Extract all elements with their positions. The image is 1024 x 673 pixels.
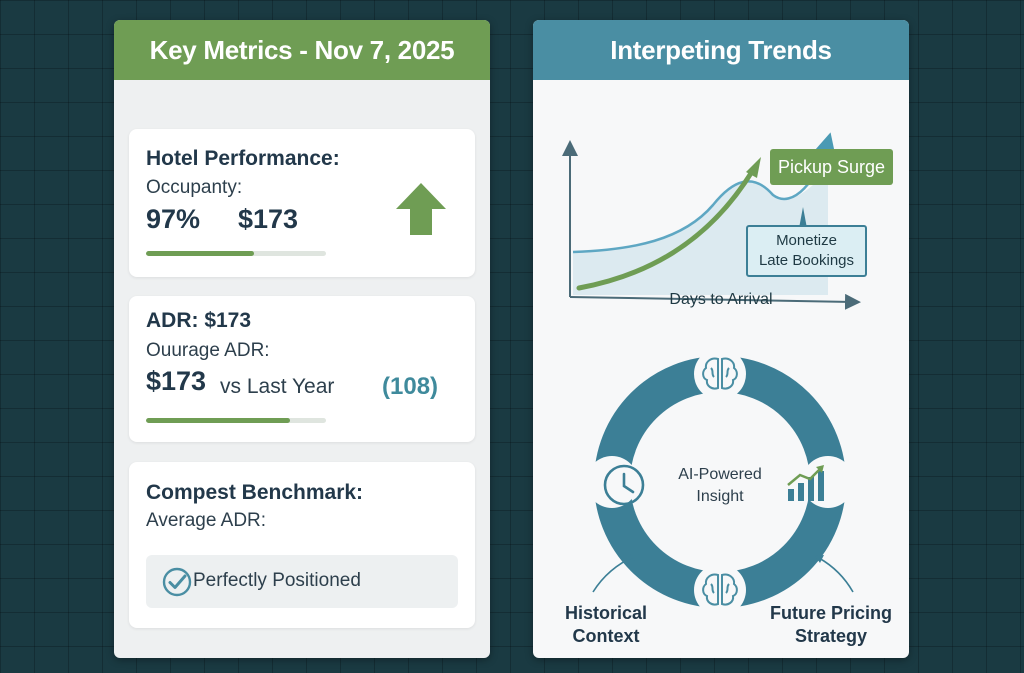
future-strategy-line1: Future Pricing	[769, 603, 892, 623]
future-strategy-line2: Strategy	[794, 626, 868, 646]
hotel-performance-card: Hotel Performance: Occupanty: 97% $173	[129, 129, 475, 277]
historical-context-label: Historical Context	[546, 602, 666, 648]
adr-title: ADR: $173	[146, 309, 252, 332]
benchmark-title: Compest Benchmark:	[146, 481, 364, 504]
benchmark-adr-label: Average ADR:	[146, 510, 267, 531]
occupancy-value: 97%	[146, 204, 201, 234]
interpreting-trends-panel: Interpeting Trends Pickup Surge Monetize…	[533, 20, 909, 658]
pickup-surge-callout: Pickup Surge	[770, 149, 893, 185]
revenue-value: $173	[238, 204, 299, 234]
insight-center-line1: AI-Powered	[678, 466, 762, 483]
adr-card: ADR: $173 Ouurage ADR: $173 vs Last Year…	[129, 296, 475, 442]
historical-context-line2: Context	[572, 626, 640, 646]
insight-center-label: AI-Powered Insight	[650, 464, 790, 508]
occupancy-progress-fill	[146, 251, 254, 256]
historical-context-arrow	[592, 555, 636, 593]
status-box: Perfectly Positioned	[146, 555, 458, 608]
future-strategy-arrow	[818, 557, 854, 593]
adr-progress-bar	[146, 418, 326, 423]
monetize-label-line1: Monetize	[776, 232, 837, 249]
interpreting-trends-header: Interpeting Trends	[533, 20, 909, 80]
clock-icon	[603, 464, 645, 506]
key-metrics-header: Key Metrics - Nov 7, 2025	[114, 20, 490, 80]
benchmark-card: Compest Benchmark: Average ADR: Perfectl…	[129, 462, 475, 628]
hotel-performance-title: Hotel Performance:	[146, 147, 340, 170]
insight-center-line2: Insight	[696, 488, 744, 505]
x-axis	[569, 293, 861, 310]
pickup-surge-line	[576, 167, 756, 291]
key-metrics-panel: Key Metrics - Nov 7, 2025 Hotel Performa…	[114, 20, 490, 658]
occupancy-label: Occupanty:	[146, 177, 243, 198]
monetize-label-line2: Late Bookings	[758, 252, 855, 269]
adr-delta: (108)	[382, 373, 439, 400]
bar-chart-icon	[787, 465, 824, 501]
occupancy-progress-bar	[146, 251, 326, 256]
brain-icon	[702, 573, 738, 606]
pickup-surge-label: Pickup Surge	[777, 156, 886, 177]
average-adr-label: Ouurage ADR:	[146, 340, 270, 361]
check-circle-icon	[162, 567, 192, 597]
historical-context-line1: Historical	[564, 603, 648, 623]
adr-value: $173	[146, 366, 207, 396]
adr-comparison: vs Last Year	[220, 375, 335, 398]
future-strategy-label: Future Pricing Strategy	[761, 602, 901, 648]
brain-icon	[702, 357, 738, 390]
status-text: Perfectly Positioned	[193, 570, 361, 591]
pickup-surge-arrowhead	[746, 157, 761, 178]
adr-progress-fill	[146, 418, 290, 423]
monetize-callout: Monetize Late Bookings	[746, 225, 867, 277]
trend-chart	[562, 132, 861, 310]
x-axis-label: Days to Arrival	[669, 291, 773, 308]
insight-cycle	[586, 348, 854, 616]
arrow-up-icon	[396, 183, 446, 235]
booking-pace-line	[572, 132, 836, 254]
